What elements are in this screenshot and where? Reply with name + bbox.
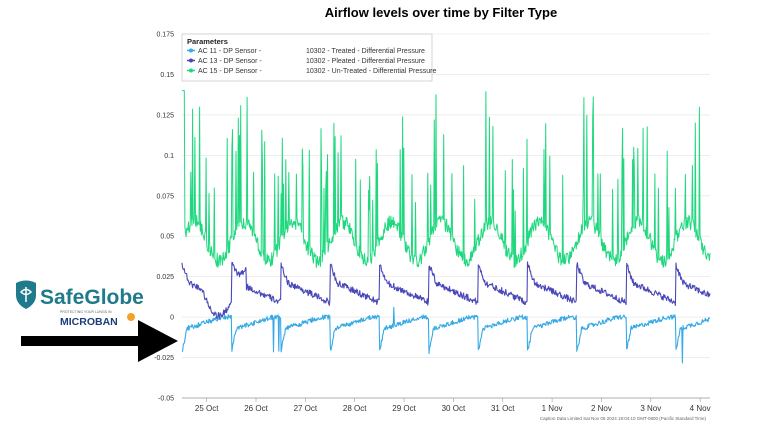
- y-axis-ticks: 0.175 0.15 0.125 0.1 0.075 0.05 0.025 0 -0.025 -0…: [154, 32, 174, 403]
- legend-items: AC 11 - DP Sensor - 10302 - Treated - Dif…: [187, 48, 436, 75]
- y-tick-label: 0.025: [156, 274, 174, 281]
- brand-name: SafeGlobe: [40, 286, 144, 309]
- legend-series-name: AC 15 - DP Sensor -: [198, 68, 262, 75]
- x-tick-label: 4 Nov: [690, 404, 711, 413]
- chart-title: Airflow levels over time by Filter Type: [325, 5, 557, 20]
- legend-swatch-marker: [189, 48, 193, 53]
- x-tick-label: 3 Nov: [640, 404, 661, 413]
- x-tick-label: 28 Oct: [343, 404, 367, 413]
- microban-logo-text: MICROBAN: [60, 316, 118, 328]
- arrow-head: [138, 320, 178, 362]
- legend-box: [181, 33, 433, 82]
- legend-series-description: 10302 - Un-Treated - Differential Pressu…: [306, 68, 436, 75]
- series-line-1: [181, 306, 711, 364]
- legend-series-description: 10302 - Treated - Differential Pressure: [306, 48, 425, 55]
- y-tick-label: 0.1: [164, 153, 174, 160]
- chart-caption: Caption Data Limited Sat Nov 05 2024 19:…: [540, 416, 707, 421]
- series-line-2: [181, 261, 711, 319]
- pointer-arrow: [21, 320, 178, 362]
- y-tick-label: 0.175: [156, 32, 174, 39]
- x-tick-label: 30 Oct: [442, 404, 466, 413]
- y-tick-label: -0.025: [154, 355, 174, 362]
- legend-series-name: AC 13 - DP Sensor -: [198, 58, 262, 65]
- x-tick-label: 29 Oct: [392, 404, 416, 413]
- legend-swatch-marker: [189, 68, 193, 73]
- legend-series-description: 10302 - Pleated - Differential Pressure: [306, 58, 425, 65]
- x-tick-label: 2 Nov: [591, 404, 612, 413]
- x-tick-label: 1 Nov: [542, 404, 563, 413]
- series-layer: [181, 90, 711, 364]
- brand-tagline: PROTECTING YOUR LUNGS IN: [60, 310, 112, 314]
- arrow-shaft: [21, 336, 146, 346]
- x-axis-ticks: 25 Oct 26 Oct 27 Oct 28 Oct 29 Oct 30 Oct 31 O…: [195, 398, 711, 413]
- legend-swatch-marker: [189, 58, 193, 63]
- x-tick-label: 31 Oct: [491, 404, 515, 413]
- legend-series-name: AC 11 - DP Sensor -: [198, 48, 262, 55]
- microban-badge-icon: [127, 313, 135, 321]
- safeglobe-logo: SafeGlobe PROTECTING YOUR LUNGS IN MICRO…: [16, 280, 144, 328]
- y-tick-label: 0.075: [156, 193, 174, 200]
- y-tick-label: -0.05: [158, 396, 174, 403]
- x-tick-label: 25 Oct: [195, 404, 219, 413]
- series-line-3: [182, 90, 711, 268]
- globe-icon: [19, 287, 33, 302]
- x-tick-label: 27 Oct: [294, 404, 318, 413]
- x-tick-label: 26 Oct: [244, 404, 268, 413]
- legend-title: Parameters: [187, 37, 228, 46]
- y-tick-label: 0.15: [160, 72, 174, 79]
- legend: Parameters AC 11 - DP Sensor - 10302 - Tr…: [181, 33, 436, 82]
- y-tick-label: 0: [170, 315, 174, 322]
- y-tick-label: 0.125: [156, 112, 174, 119]
- y-tick-label: 0.05: [160, 234, 174, 241]
